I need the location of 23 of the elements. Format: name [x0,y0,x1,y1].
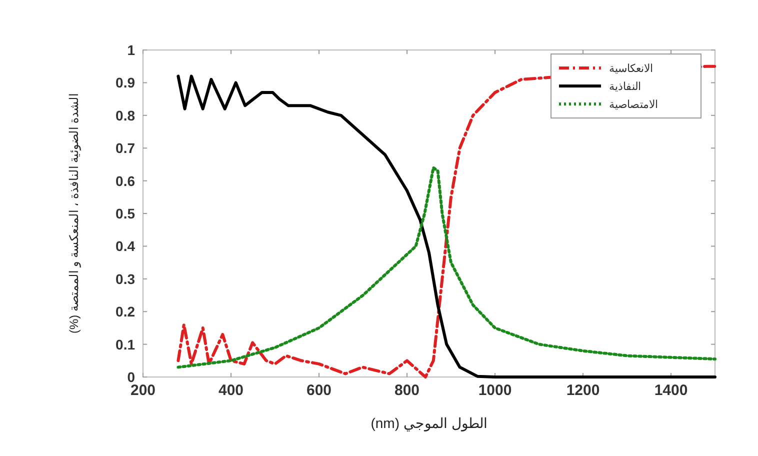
x-tick-label: 1200 [566,382,600,399]
y-tick-label: 0.4 [116,238,136,254]
x-tick-label: 400 [218,382,244,399]
legend-label: الانعكاسية [609,63,653,75]
x-tick-label: 800 [394,382,420,399]
y-tick-label: 0.9 [116,74,136,91]
y-tick-label: 0.5 [116,206,136,222]
x-tick-label: 600 [306,382,332,399]
x-tick-label: 200 [130,382,156,399]
x-tick-label: 1400 [654,382,688,399]
y-tick-label: 0.8 [116,107,136,124]
legend-label: النفاذية [609,81,641,93]
legend-label: الامتصاصية [609,99,658,111]
y-tick-label: 0.6 [116,172,136,189]
y-tick-label: 0.7 [116,140,136,156]
y-tick-label: 0 [127,369,136,385]
y-tick-label: 0.1 [116,336,136,352]
y-tick-label: 0.3 [116,270,136,287]
y-tick-label: 0.2 [116,304,136,320]
x-tick-label: 1000 [478,382,512,399]
y-tick-label: 1 [127,42,136,58]
x-axis-title: الطول الموجي (nm) [370,415,488,432]
y-axis-title: الشدة الضوئية النافذة ، المنعكسة و الممتصة (%) [67,94,81,334]
